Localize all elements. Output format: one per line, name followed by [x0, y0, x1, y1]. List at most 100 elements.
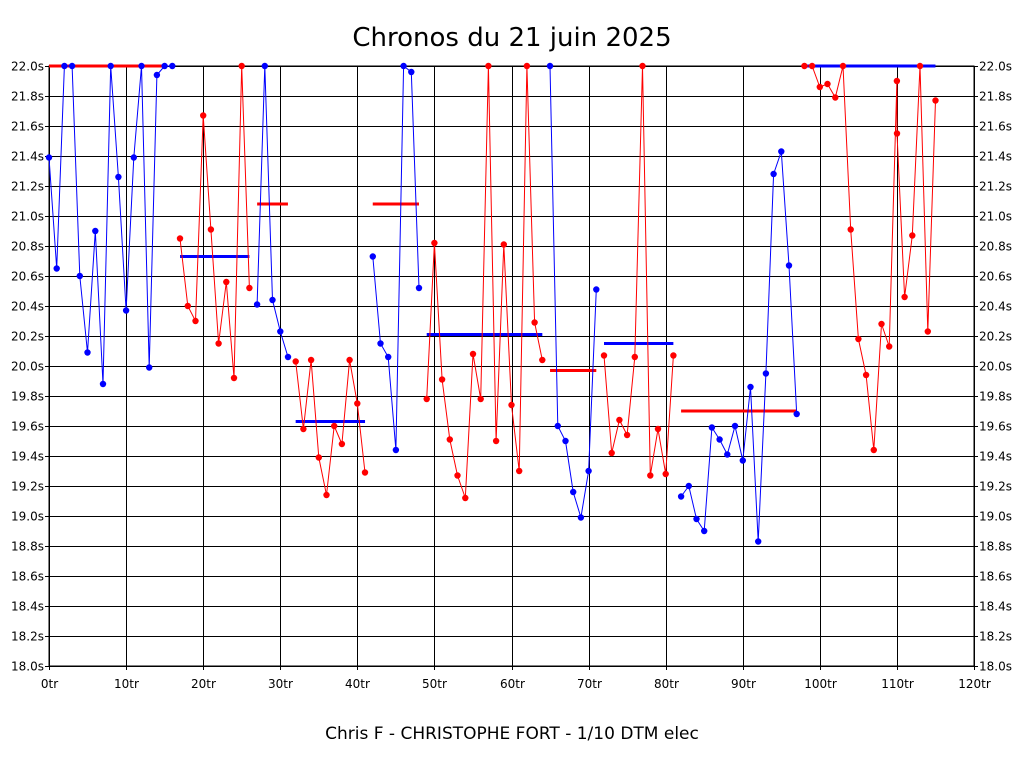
lap-point-red [446, 436, 453, 443]
y-tick-label-left: 18.6s [11, 570, 44, 584]
lap-point-red [246, 284, 253, 292]
lap-point-blue [169, 62, 176, 70]
lap-point-blue [261, 62, 268, 70]
x-tick-label: 70tr [577, 677, 602, 691]
lap-point-red [824, 80, 831, 88]
y-tick-label-right: 18.0s [979, 660, 1012, 674]
x-tick-label: 110tr [881, 677, 914, 691]
chart-footer-driver: Chris F - CHRISTOPHE FORT - 1/10 DTM ele… [325, 724, 699, 744]
y-tick-label-left: 20.4s [11, 300, 44, 314]
lap-point-red [893, 77, 901, 85]
y-tick-label-left: 21.0s [11, 210, 44, 224]
x-tick-label: 90tr [731, 677, 756, 691]
lap-point-blue [377, 340, 384, 347]
lap-point-blue [785, 262, 793, 269]
x-tick-label: 50tr [422, 677, 447, 691]
lap-point-blue [415, 284, 423, 292]
lap-point-red [932, 97, 939, 104]
lap-point-red [832, 94, 839, 101]
lap-point-blue [53, 265, 60, 272]
lap-point-blue [562, 437, 569, 445]
lap-point-red [608, 449, 615, 457]
lap-point-red [207, 226, 215, 233]
x-tick-label: 80tr [654, 677, 679, 691]
lap-point-blue [138, 62, 145, 70]
y-tick-label-left: 21.2s [11, 180, 44, 194]
lap-point-red [516, 467, 523, 475]
y-tick-label-left: 20.2s [11, 330, 44, 344]
y-tick-label-left: 19.6s [11, 420, 44, 434]
y-tick-label-left: 21.6s [11, 120, 44, 134]
lap-point-red [839, 62, 847, 70]
lap-point-blue [716, 436, 723, 443]
lap-point-blue [253, 301, 261, 308]
lap-point-red [893, 130, 901, 137]
lap-point-red [862, 371, 870, 379]
lap-point-red [292, 358, 299, 365]
lap-point-red [485, 62, 492, 70]
lap-point-blue [122, 307, 130, 314]
lap-point-blue [130, 154, 137, 161]
y-tick-label-left: 20.6s [11, 270, 44, 284]
lap-point-blue [385, 353, 392, 361]
lap-point-red [423, 395, 430, 403]
y-tick-label-right: 21.0s [979, 210, 1012, 224]
y-tick-label-right: 21.6s [979, 120, 1012, 134]
lap-point-red [539, 356, 546, 364]
lap-point-blue [84, 349, 91, 356]
chart-title: Chronos du 21 juin 2025 [352, 23, 671, 53]
lap-point-red [878, 320, 885, 328]
series-layer [45, 62, 939, 545]
y-tick-label-right: 20.0s [979, 360, 1012, 374]
lap-point-blue [731, 422, 739, 430]
series-line-blue [680, 151, 798, 542]
lap-point-blue [577, 514, 585, 521]
lap-point-red [438, 376, 446, 383]
lap-point-red [338, 440, 346, 448]
series-line-red [804, 65, 936, 451]
lap-point-red [847, 226, 854, 233]
lap-point-red [346, 356, 353, 364]
lap-point-red [647, 472, 654, 479]
lap-point-red [354, 400, 361, 407]
lap-point-blue [68, 62, 76, 70]
lap-point-red [886, 343, 893, 350]
lap-point-red [901, 293, 908, 301]
lap-point-red [808, 62, 816, 70]
lap-point-red [223, 278, 230, 286]
lap-point-red [662, 470, 669, 478]
y-tick-label-left: 18.4s [11, 600, 44, 614]
lap-point-blue [115, 173, 122, 181]
lap-point-red [477, 395, 484, 403]
lap-point-red [670, 352, 677, 359]
lap-point-red [631, 353, 638, 361]
x-tick-label: 120tr [958, 677, 991, 691]
lap-point-blue [693, 515, 700, 523]
lap-point-red [654, 425, 662, 433]
lap-point-blue [400, 62, 407, 70]
lap-point-blue [701, 527, 708, 535]
lap-point-red [816, 83, 823, 91]
y-tick-label-left: 20.0s [11, 360, 44, 374]
lap-point-red [639, 62, 646, 70]
y-tick-label-left: 18.0s [11, 660, 44, 674]
lap-point-blue [762, 370, 770, 377]
lap-point-red [623, 431, 631, 439]
series-line-red [426, 65, 543, 499]
lap-point-blue [793, 410, 800, 418]
lap-point-red [924, 328, 931, 335]
lap-point-blue [739, 457, 746, 464]
y-tick-label-left: 18.8s [11, 540, 44, 554]
lap-point-blue [369, 253, 376, 260]
lap-point-blue [146, 364, 153, 371]
y-tick-label-right: 18.2s [979, 630, 1012, 644]
lap-point-blue [45, 154, 53, 161]
lap-point-red [600, 352, 608, 359]
y-tick-label-right: 21.2s [979, 180, 1012, 194]
lap-point-blue [677, 493, 685, 500]
series-line-red [179, 65, 250, 379]
lap-point-red [307, 356, 315, 364]
x-tick-label: 0tr [41, 677, 58, 691]
lap-point-blue [76, 272, 84, 280]
lap-point-red [215, 340, 222, 347]
